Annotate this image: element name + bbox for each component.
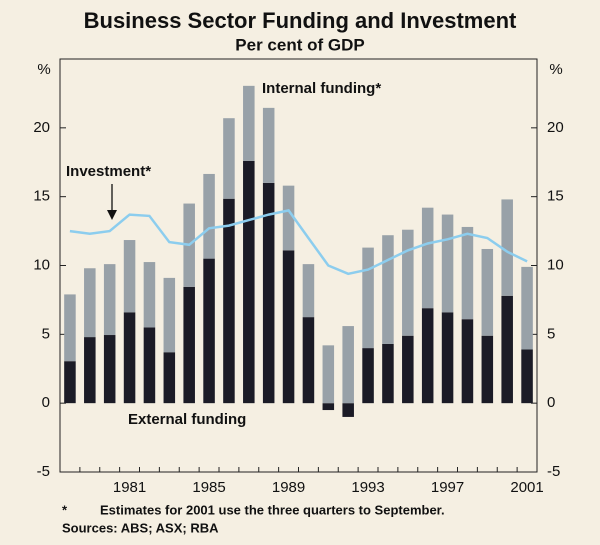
bar-segment — [64, 294, 76, 362]
bar-segment — [223, 118, 235, 199]
footnote-marker: * — [62, 502, 68, 517]
bar-segment — [84, 268, 96, 338]
bar-segment — [64, 361, 76, 404]
bar-segment — [163, 277, 176, 353]
bar-segment — [521, 266, 533, 350]
bar-segment — [143, 327, 156, 404]
bar-segment — [362, 348, 374, 404]
y2-tick-label: 0 — [547, 394, 555, 411]
bar-segment — [461, 226, 474, 320]
x-tick-label: 1997 — [431, 479, 464, 496]
bar-segment — [521, 349, 533, 404]
y2-tick-label: -5 — [547, 463, 560, 480]
bar-segment — [183, 286, 195, 404]
bar-segment — [123, 240, 136, 313]
x-tick-label: 1993 — [351, 479, 384, 496]
bar-segment — [103, 335, 116, 404]
bar-segment — [382, 343, 394, 404]
bar-segment — [143, 262, 156, 328]
bar-segment — [421, 308, 434, 404]
bar-segment — [262, 107, 275, 183]
bar-segment — [402, 335, 414, 404]
bar-segment — [203, 173, 215, 259]
y-unit: % — [37, 61, 50, 78]
bar-segment — [203, 258, 215, 404]
bar-segment — [501, 199, 513, 296]
sources: Sources: ABS; ASX; RBA — [62, 520, 219, 535]
bar-segment — [243, 160, 255, 404]
y2-tick-label: 15 — [547, 188, 564, 205]
bar-segment — [461, 319, 474, 404]
internal-label: Internal funding* — [262, 80, 381, 97]
x-tick-label: 2001 — [510, 479, 543, 496]
bar-segment — [302, 317, 315, 404]
y-tick-label: 20 — [33, 119, 50, 136]
bar-segment — [481, 248, 494, 336]
y2-tick-label: 20 — [547, 119, 564, 136]
y-tick-label: 5 — [42, 325, 50, 342]
bar-segment — [421, 207, 434, 309]
y-tick-label: 15 — [33, 188, 50, 205]
bar-segment — [302, 264, 315, 318]
bar-segment — [362, 247, 374, 349]
bar-segment — [322, 345, 335, 404]
x-tick-label: 1985 — [192, 479, 225, 496]
x-tick-label: 1989 — [272, 479, 305, 496]
bar-segment — [123, 312, 136, 404]
bar-segment — [84, 337, 96, 404]
y2-unit: % — [549, 61, 562, 78]
y-tick-label: -5 — [37, 463, 50, 480]
y2-tick-label: 10 — [547, 256, 564, 273]
chart-title: Business Sector Funding and Investment — [84, 8, 517, 33]
bar-segment — [402, 229, 414, 336]
bar-segment — [262, 182, 275, 404]
bar-segment — [223, 198, 235, 404]
bar-segment — [103, 264, 116, 336]
bar-segment — [322, 403, 335, 411]
bar-segment — [382, 235, 394, 344]
bar-segment — [282, 185, 295, 251]
bar-segment — [243, 85, 255, 161]
bar-segment — [501, 295, 513, 404]
arrow-head — [107, 210, 117, 220]
y-tick-label: 10 — [33, 256, 50, 273]
y2-tick-label: 5 — [547, 325, 555, 342]
footnote: Estimates for 2001 use the three quarter… — [100, 502, 445, 517]
bar-segment — [342, 403, 354, 417]
bar-segment — [441, 312, 454, 404]
bar-segment — [342, 326, 354, 404]
investment-label: Investment* — [66, 163, 151, 180]
bar-segment — [441, 214, 454, 313]
line-series — [69, 209, 528, 276]
x-tick-label: 1981 — [113, 479, 146, 496]
chart-subtitle: Per cent of GDP — [235, 35, 364, 54]
y-tick-label: 0 — [42, 394, 50, 411]
bar-segment — [481, 335, 494, 404]
bar-segment — [282, 250, 295, 404]
bar-segment — [163, 352, 176, 404]
external-label: External funding — [128, 411, 246, 428]
